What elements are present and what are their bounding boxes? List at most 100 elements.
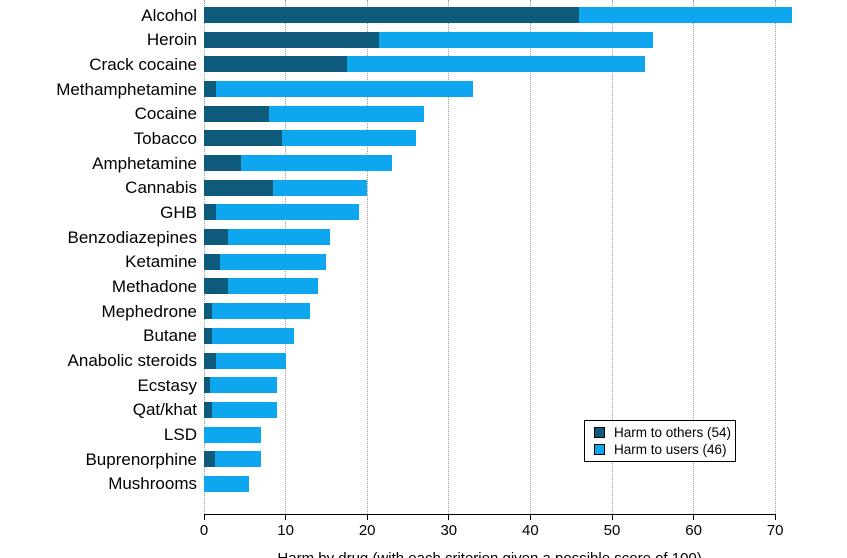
bar-row-lsd bbox=[204, 426, 262, 443]
x-tick-label-30: 30 bbox=[440, 522, 458, 539]
bar-segment bbox=[204, 204, 217, 221]
x-tick-label-50: 50 bbox=[603, 522, 621, 539]
bar-segment bbox=[204, 352, 217, 369]
bar-segment bbox=[216, 352, 286, 369]
bar-row-alcohol bbox=[204, 7, 792, 23]
bar-segment bbox=[204, 377, 210, 394]
bar-segment bbox=[209, 377, 278, 394]
category-label-mephedrone: Mephedrone bbox=[101, 301, 197, 321]
bar-row-qat-khat bbox=[204, 401, 278, 418]
category-label-anabolic-steroids: Anabolic steroids bbox=[67, 351, 197, 371]
category-label-methadone: Methadone bbox=[111, 276, 197, 296]
bar-segment bbox=[579, 7, 792, 23]
legend-label: Harm to others (54) bbox=[614, 425, 732, 440]
legend: Harm to others (54) Harm to users (46) bbox=[584, 420, 736, 462]
gridline-60 bbox=[693, 0, 695, 514]
bar-segment bbox=[204, 31, 380, 48]
category-label-qat-khat: Qat/khat bbox=[132, 400, 197, 420]
bar-row-cannabis bbox=[204, 179, 368, 196]
x-axis-caption: Harm by drug (with each criterion given … bbox=[204, 550, 775, 558]
legend-entry: Harm to users (46) bbox=[594, 441, 727, 457]
bar-segment bbox=[204, 475, 249, 492]
bar-row-anabolic-steroids bbox=[204, 352, 286, 369]
bar-segment bbox=[204, 303, 213, 320]
category-label-cocaine: Cocaine bbox=[134, 104, 197, 124]
bar-segment bbox=[204, 105, 270, 122]
bar-segment bbox=[214, 451, 262, 468]
bar-segment bbox=[204, 130, 282, 147]
x-tick-label-20: 20 bbox=[358, 522, 376, 539]
x-tick-label-70: 70 bbox=[766, 522, 784, 539]
bar-segment bbox=[379, 31, 653, 48]
category-label-ghb: GHB bbox=[160, 202, 197, 222]
x-tick-label-40: 40 bbox=[522, 522, 539, 539]
x-tick-70 bbox=[774, 514, 776, 520]
bar-segment bbox=[204, 155, 241, 172]
category-label-amphetamine: Amphetamine bbox=[92, 153, 197, 173]
bar-row-ghb bbox=[204, 204, 360, 221]
gridline-70 bbox=[774, 0, 776, 514]
legend-entry: Harm to others (54) bbox=[594, 426, 731, 440]
bar-segment bbox=[204, 426, 262, 443]
bar-segment bbox=[204, 451, 215, 468]
bar-segment bbox=[204, 253, 221, 270]
bar-segment bbox=[346, 56, 645, 73]
category-label-mushrooms: Mushrooms bbox=[108, 474, 197, 494]
legend-swatch-icon bbox=[594, 427, 605, 439]
category-label-lsd: LSD bbox=[163, 425, 197, 445]
category-label-methamphetamine: Methamphetamine bbox=[56, 79, 197, 99]
category-label-butane: Butane bbox=[143, 326, 197, 346]
bar-segment bbox=[212, 303, 311, 320]
bar-segment bbox=[281, 130, 417, 147]
x-tick-60 bbox=[693, 514, 695, 520]
category-label-crack-cocaine: Crack cocaine bbox=[89, 54, 197, 74]
bar-segment bbox=[204, 229, 229, 246]
x-tick-label-10: 10 bbox=[277, 522, 294, 539]
gridline-50 bbox=[611, 0, 613, 514]
bar-segment bbox=[228, 278, 319, 295]
x-tick-30 bbox=[448, 514, 450, 520]
bar-row-mephedrone bbox=[204, 303, 311, 320]
bar-segment bbox=[240, 155, 392, 172]
x-tick-20 bbox=[366, 514, 368, 520]
bar-row-ketamine bbox=[204, 253, 327, 270]
category-label-ecstasy: Ecstasy bbox=[137, 375, 197, 395]
bar-segment bbox=[204, 401, 213, 418]
bar-row-ecstasy bbox=[204, 377, 278, 394]
bar-segment bbox=[216, 81, 474, 98]
x-tick-0 bbox=[203, 514, 205, 520]
bar-segment bbox=[269, 105, 425, 122]
category-label-tobacco: Tobacco bbox=[133, 128, 197, 148]
category-label-cannabis: Cannabis bbox=[125, 178, 197, 198]
gridline-30 bbox=[448, 0, 450, 514]
bar-row-amphetamine bbox=[204, 155, 392, 172]
x-tick-50 bbox=[611, 514, 613, 520]
gridline-40 bbox=[529, 0, 531, 514]
category-label-buprenorphine: Buprenorphine bbox=[85, 449, 197, 469]
bar-segment bbox=[228, 229, 331, 246]
bar-row-mushrooms bbox=[204, 475, 249, 492]
category-label-heroin: Heroin bbox=[146, 30, 197, 50]
bar-segment bbox=[204, 179, 274, 196]
bar-row-cocaine bbox=[204, 105, 425, 122]
legend-label: Harm to users (46) bbox=[614, 441, 727, 457]
x-tick-label-60: 60 bbox=[685, 522, 702, 539]
bar-segment bbox=[204, 81, 217, 98]
bar-row-crack-cocaine bbox=[204, 56, 645, 73]
bar-segment bbox=[212, 401, 278, 418]
bar-row-benzodiazepines bbox=[204, 229, 331, 246]
bar-row-butane bbox=[204, 327, 294, 344]
x-axis-line bbox=[204, 514, 776, 515]
x-tick-10 bbox=[285, 514, 287, 520]
category-label-benzodiazepines: Benzodiazepines bbox=[67, 227, 197, 247]
x-tick-label-0: 0 bbox=[199, 522, 209, 539]
x-tick-40 bbox=[529, 514, 531, 520]
bar-segment bbox=[220, 253, 327, 270]
bar-segment bbox=[204, 327, 213, 344]
bar-segment bbox=[216, 204, 360, 221]
bar-segment bbox=[204, 278, 229, 295]
legend-swatch-icon bbox=[594, 443, 605, 455]
bar-row-buprenorphine bbox=[204, 451, 262, 468]
bar-row-methadone bbox=[204, 278, 319, 295]
